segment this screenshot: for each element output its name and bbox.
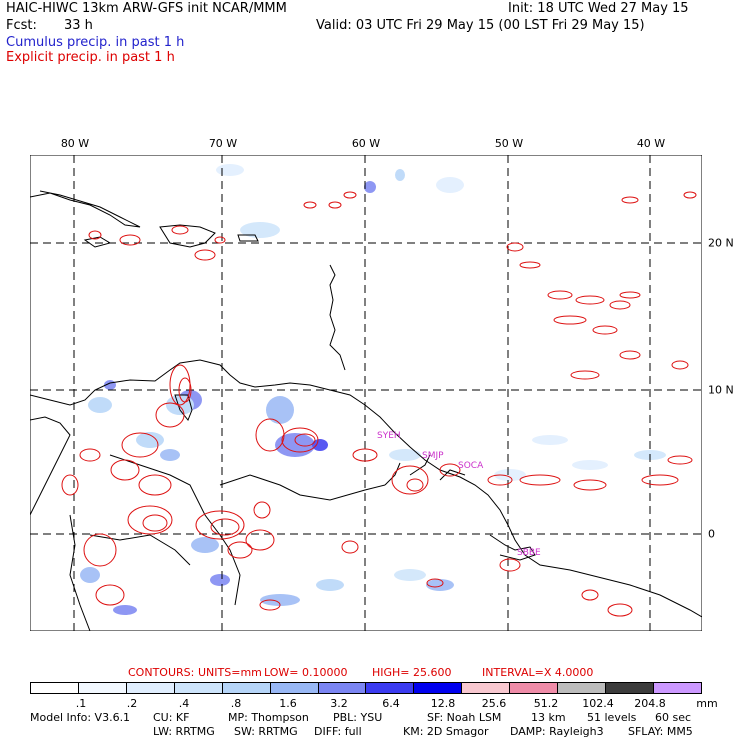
diffusion: DIFF: full: [314, 725, 362, 738]
colorbar-tick: 1.6: [279, 697, 297, 710]
colorbar-swatch: [558, 683, 607, 693]
colorbar-swatch: [510, 683, 559, 693]
surface-scheme: SF: Noah LSM: [427, 711, 502, 724]
legend-explicit: Explicit precip. in past 1 h: [6, 50, 175, 65]
lat-label-0: 0: [708, 527, 715, 541]
map-frame: [30, 155, 702, 631]
colorbar-tick: .8: [230, 697, 242, 710]
chart-title: HAIC-HIWC 13km ARW-GFS init NCAR/MMM: [6, 1, 287, 16]
longwave-scheme: LW: RRTMG: [153, 725, 215, 738]
contours-low: LOW= 0.10000: [264, 666, 348, 679]
time-step: 60 sec: [655, 711, 692, 724]
contours-interval: INTERVAL=X 4.0000: [482, 666, 594, 679]
colorbar-unit: mm: [696, 697, 718, 710]
colorbar-swatch: [270, 683, 319, 693]
model-info: Model Info: V3.6.1: [30, 711, 131, 724]
microphysics-scheme: MP: Thompson: [228, 711, 309, 724]
surface-layer: SFLAY: MM5: [628, 725, 693, 738]
cumulus-scheme: CU: KF: [153, 711, 190, 724]
colorbar-swatch: [462, 683, 511, 693]
explicit-precip-contours: [61, 191, 697, 617]
colorbar-swatch: [31, 683, 79, 693]
pbl-scheme: PBL: YSU: [333, 711, 383, 724]
colorbar-swatch: [318, 683, 367, 693]
colorbar-swatch: [606, 683, 654, 693]
map-canvas: SYEH SMJP SOCA SBBE: [30, 155, 702, 631]
contours-units: UNITS=mm: [198, 666, 262, 679]
colorbar-tick: 25.6: [481, 697, 507, 710]
colorbar-tick: .4: [178, 697, 190, 710]
colorbar-tick: 102.4: [582, 697, 614, 710]
station-smjp: SMJP: [422, 451, 444, 461]
colorbar-tick: .2: [126, 697, 138, 710]
precip-colorbar: [30, 682, 702, 694]
vertical-levels: 51 levels: [587, 711, 637, 724]
colorbar-swatch: [653, 683, 701, 693]
lon-label-50w: 50 W: [494, 137, 524, 150]
init-time: Init: 18 UTC Wed 27 May 15: [508, 1, 689, 16]
coastlines: [30, 190, 702, 631]
lat-label-20n: 20 N: [708, 236, 734, 250]
station-sbbe: SBBE: [517, 548, 541, 558]
colorbar-tick: .1: [75, 697, 87, 710]
station-labels: SYEH SMJP SOCA SBBE: [377, 431, 541, 558]
damping-option: DAMP: Rayleigh3: [510, 725, 604, 738]
precip-map: SYEH SMJP SOCA SBBE: [30, 155, 702, 631]
contours-label: CONTOURS:: [128, 666, 195, 679]
colorbar-tick: 6.4: [382, 697, 400, 710]
cumulus-precip-shading: [80, 164, 666, 615]
station-syeh: SYEH: [377, 431, 401, 441]
forecast-hours: 33 h: [64, 18, 93, 33]
lon-label-80w: 80 W: [60, 137, 90, 150]
colorbar-swatch: [78, 683, 127, 693]
colorbar-swatch: [174, 683, 223, 693]
colorbar-swatch: [126, 683, 175, 693]
grid-spacing: 13 km: [531, 711, 566, 724]
colorbar-swatch: [414, 683, 463, 693]
colorbar-tick: 204.8: [634, 697, 666, 710]
contours-high: HIGH= 25.600: [372, 666, 452, 679]
colorbar-tick: 51.2: [533, 697, 559, 710]
shortwave-scheme: SW: RRTMG: [234, 725, 298, 738]
lon-label-40w: 40 W: [636, 137, 666, 150]
colorbar-tick: 12.8: [430, 697, 456, 710]
colorbar-swatch: [222, 683, 271, 693]
valid-time: Valid: 03 UTC Fri 29 May 15 (00 LST Fri …: [316, 18, 645, 33]
lon-label-60w: 60 W: [351, 137, 381, 150]
forecast-label: Fcst:: [6, 18, 37, 33]
km-option: KM: 2D Smagor: [403, 725, 489, 738]
lon-label-70w: 70 W: [208, 137, 238, 150]
station-soca: SOCA: [458, 461, 484, 471]
colorbar-swatch: [366, 683, 415, 693]
colorbar-tick: 3.2: [330, 697, 348, 710]
lat-label-10n: 10 N: [708, 383, 734, 397]
legend-cumulus: Cumulus precip. in past 1 h: [6, 35, 185, 50]
